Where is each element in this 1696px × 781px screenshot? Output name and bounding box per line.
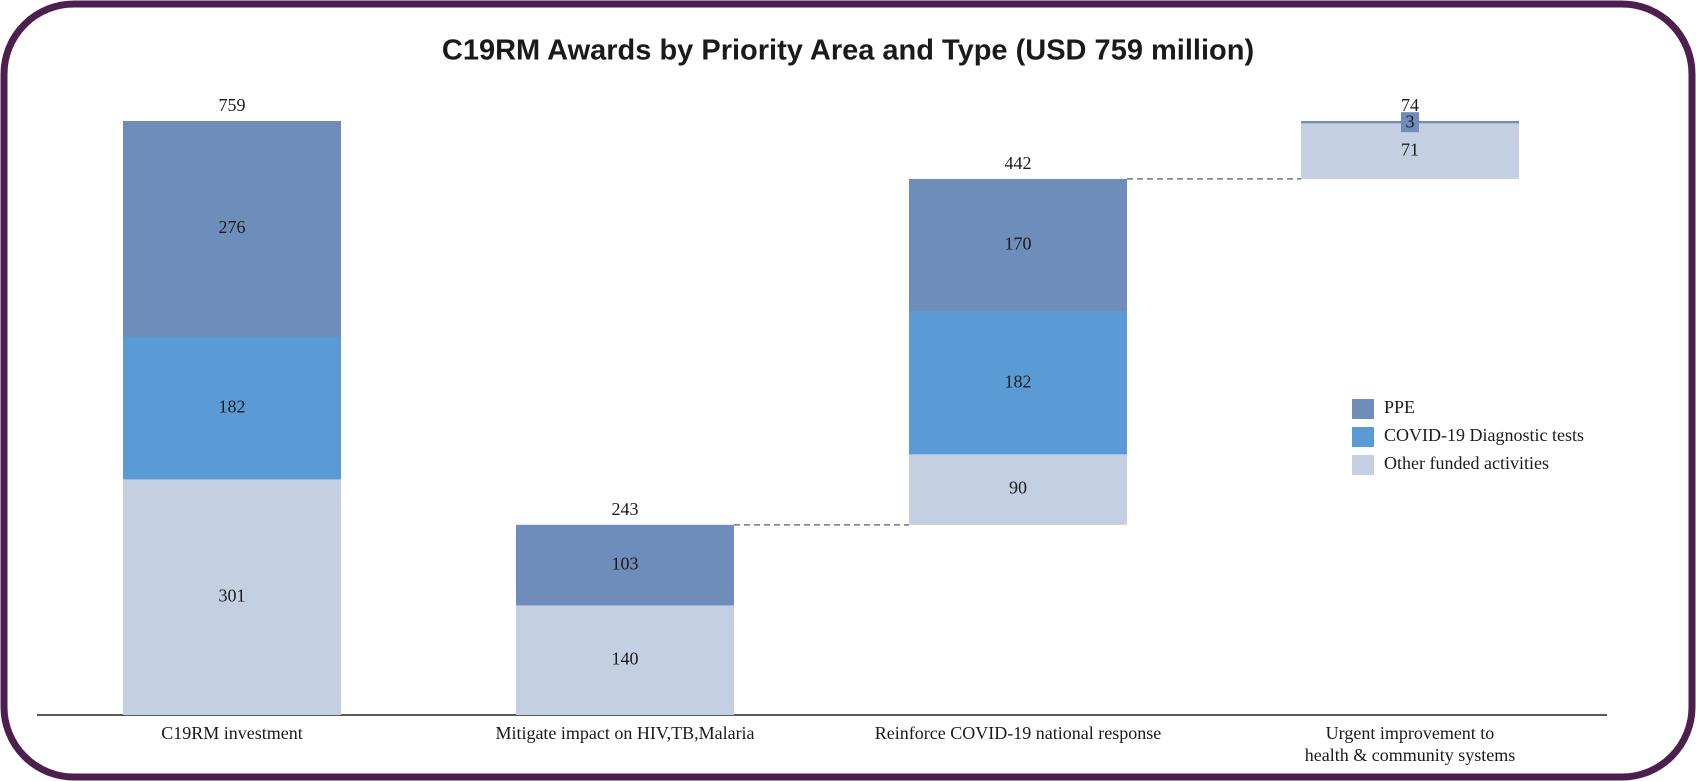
bar-segment — [516, 605, 734, 715]
value-label: 170 — [1005, 234, 1032, 254]
value-label: 71 — [1401, 139, 1419, 159]
x-tick-label: Urgent improvement to health & community… — [1304, 723, 1516, 765]
legend-label: Other funded activities — [1384, 453, 1549, 473]
legend-swatch — [1352, 399, 1374, 419]
legend-label: COVID-19 Diagnostic tests — [1384, 425, 1584, 445]
total-label: 759 — [219, 95, 246, 115]
value-label: 103 — [612, 553, 639, 573]
bar-segment — [909, 454, 1127, 525]
bar-segment — [1301, 123, 1519, 179]
x-tick-label: C19RM investment — [161, 723, 303, 743]
bar-segment — [123, 479, 341, 715]
bar-segment — [516, 524, 734, 606]
bar-segment — [909, 311, 1127, 455]
bar-segment — [123, 337, 341, 480]
total-label: 74 — [1401, 95, 1419, 115]
x-tick-label: Mitigate impact on HIV,TB,Malaria — [495, 723, 755, 743]
total-label: 442 — [1005, 153, 1032, 173]
value-label: 301 — [219, 585, 246, 605]
x-tick-label: Reinforce COVID-19 national response — [874, 723, 1162, 743]
chart-title: C19RM Awards by Priority Area and Type (… — [442, 35, 1254, 67]
value-label: 140 — [612, 648, 639, 668]
total-label: 243 — [612, 499, 639, 519]
legend-swatch — [1352, 455, 1374, 475]
label-box — [1401, 112, 1419, 133]
value-label: 3 — [1406, 111, 1415, 131]
bar-segment — [909, 178, 1127, 312]
legend-label: PPE — [1384, 397, 1415, 417]
value-label: 182 — [219, 396, 246, 416]
value-label: 182 — [1005, 371, 1032, 391]
bar-segment — [123, 121, 341, 337]
legend-swatch — [1352, 427, 1374, 447]
value-label: 276 — [219, 217, 246, 237]
value-label: 90 — [1009, 478, 1027, 498]
